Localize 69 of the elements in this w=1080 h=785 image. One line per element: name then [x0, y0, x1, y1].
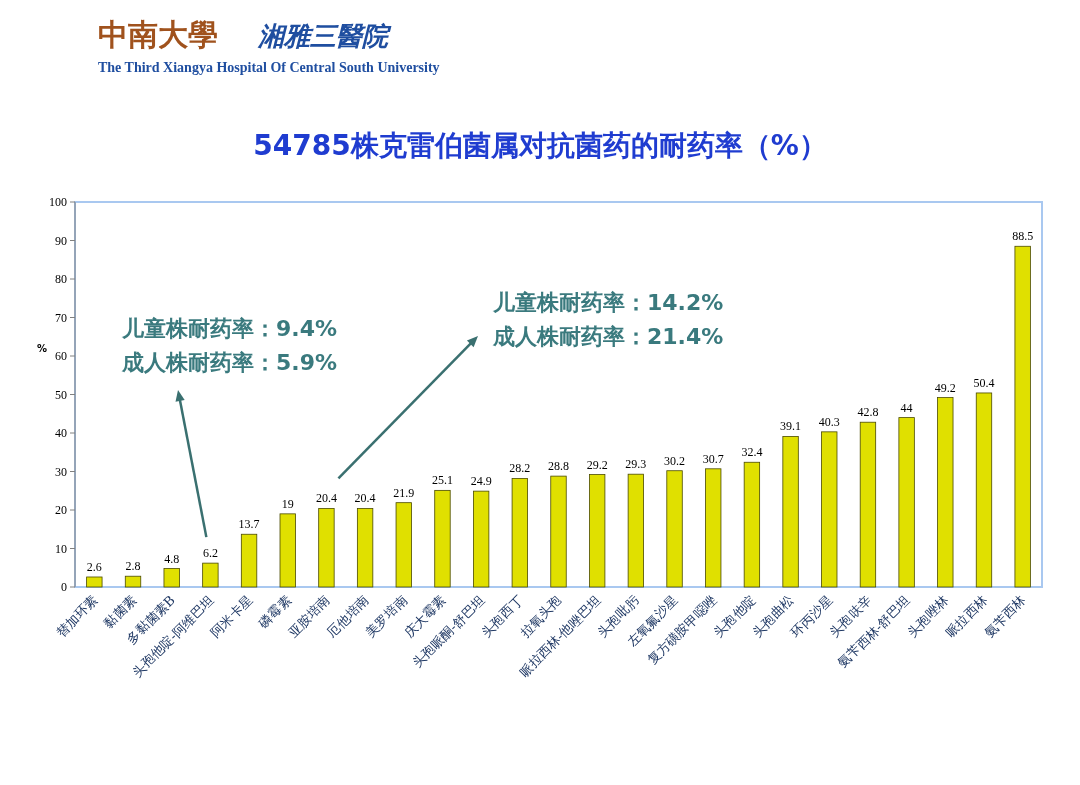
- y-tick-label: 20: [55, 503, 67, 517]
- data-label: 49.2: [934, 380, 956, 395]
- bar: [473, 490, 490, 588]
- data-label: 19: [281, 496, 294, 511]
- data-label: 28.8: [548, 459, 569, 474]
- data-label: 24.9: [470, 474, 492, 489]
- bar: [821, 431, 838, 588]
- bar: [589, 474, 606, 588]
- data-label: 20.4: [315, 491, 337, 506]
- x-tick-label: 替加环素: [53, 592, 101, 640]
- data-label: 44: [900, 400, 913, 415]
- chart-title: 54785株克雷伯菌属对抗菌药的耐药率（%）: [253, 129, 827, 162]
- annotation: 儿童株耐药率：14.2% 成人株耐药率：21.4%: [492, 290, 724, 349]
- bar: [511, 478, 528, 588]
- data-label: 88.5: [1012, 229, 1034, 244]
- bar: [705, 468, 722, 588]
- bar: [898, 417, 915, 588]
- y-tick-label: 90: [55, 233, 67, 248]
- y-tick-label: 50: [55, 387, 67, 402]
- bar: [318, 508, 335, 588]
- text: 湘雅三醫院: [257, 21, 392, 51]
- bar: [86, 576, 103, 588]
- y-tick-label: 30: [55, 464, 67, 479]
- y-tick-label: 0: [61, 580, 67, 594]
- bar: [240, 533, 258, 588]
- data-label: 2.6: [86, 559, 102, 574]
- y-tick-label: 60: [55, 349, 67, 363]
- y-tick-label: 80: [55, 272, 67, 286]
- data-label: 4.8: [164, 551, 180, 566]
- bar: [356, 508, 374, 588]
- bar: [937, 397, 954, 588]
- bar: [743, 461, 761, 588]
- bar: [859, 421, 877, 588]
- data-label: 20.4: [354, 491, 376, 506]
- data-label: 32.4: [741, 445, 763, 460]
- y-tick-label: 100: [49, 195, 67, 209]
- bar: [279, 513, 296, 588]
- data-label: 39.1: [780, 419, 802, 434]
- data-label: 13.7: [238, 517, 260, 532]
- y-tick-label: 10: [55, 541, 67, 556]
- bar: [550, 475, 567, 588]
- data-label: 6.2: [202, 546, 218, 561]
- data-label: 29.2: [586, 457, 608, 472]
- text: 中南大學: [98, 17, 218, 52]
- bar: [395, 502, 412, 588]
- data-label: 40.3: [818, 414, 840, 429]
- data-label: 28.2: [509, 461, 531, 476]
- data-label: 25.1: [431, 473, 453, 488]
- data-label: 42.8: [857, 405, 879, 420]
- bar: [627, 473, 644, 588]
- data-label: 50.4: [973, 375, 995, 390]
- bar: [124, 575, 142, 588]
- data-label: 29.3: [625, 457, 647, 472]
- bar: [975, 392, 993, 588]
- data-label: 2.8: [125, 559, 141, 574]
- bar: [1014, 245, 1031, 588]
- bar: [666, 470, 683, 588]
- y-tick-label: 70: [55, 310, 67, 325]
- bar: [782, 436, 799, 588]
- data-label: 30.2: [664, 453, 686, 468]
- y-tick-label: 40: [55, 426, 67, 440]
- text: The Third Xiangya Hospital Of Central South University: [98, 60, 440, 75]
- y-axis-title: %: [36, 343, 48, 354]
- annotation: 儿童株耐药率：9.4% 成人株耐药率：5.9%: [121, 316, 338, 375]
- data-label: 21.9: [393, 485, 415, 500]
- data-label: 30.7: [702, 451, 724, 466]
- bar: [163, 568, 180, 588]
- bar: [434, 489, 451, 588]
- bar: [202, 562, 219, 588]
